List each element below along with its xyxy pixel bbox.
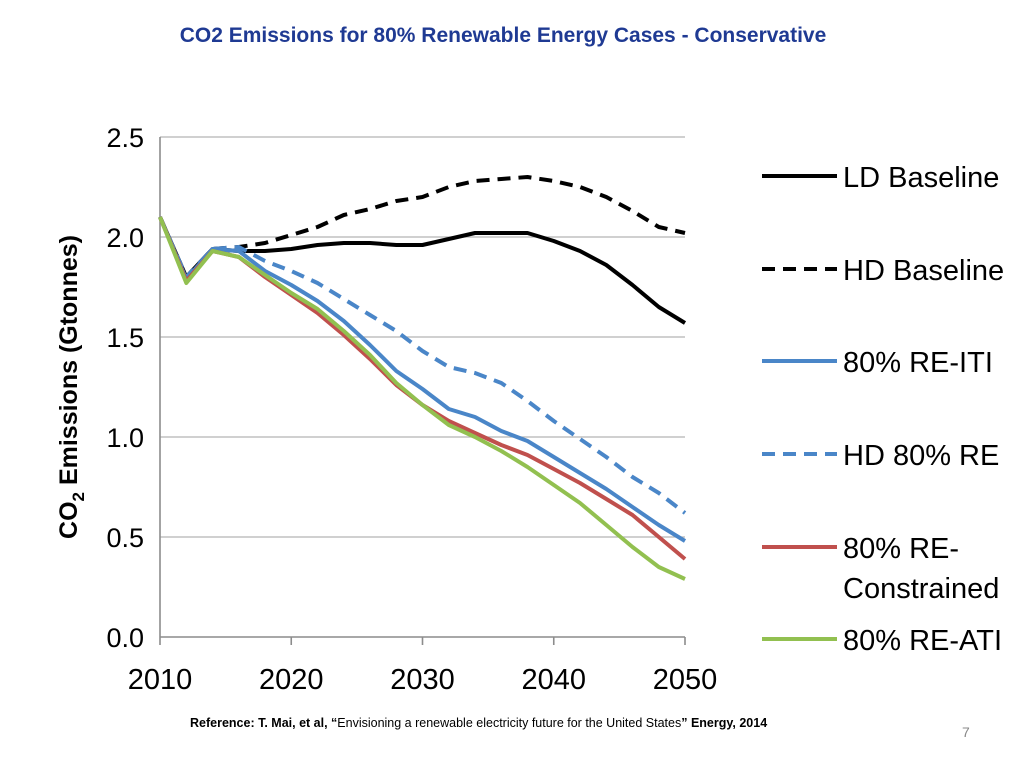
y-axis-title-subscript: 2 bbox=[69, 492, 88, 501]
legend-label: HD Baseline bbox=[843, 255, 1004, 287]
series-line-80-re-iti bbox=[158, 216, 687, 543]
legend-label: 80% RE-ATI bbox=[843, 625, 1002, 657]
y-axis-title-co: CO bbox=[55, 501, 83, 539]
y-tick-label: 0.5 bbox=[106, 523, 144, 553]
legend-label: 80% RE- bbox=[843, 533, 959, 565]
y-tick-label: 1.5 bbox=[106, 323, 144, 353]
legend-label: 80% RE-ITI bbox=[843, 347, 993, 379]
y-axis-title: CO2 Emissions (Gtonnes) bbox=[55, 235, 88, 539]
series-line-80-re-ati bbox=[158, 216, 686, 581]
legend-label: Constrained bbox=[843, 573, 999, 605]
x-tick-label: 2040 bbox=[521, 664, 586, 696]
y-tick-label: 2.0 bbox=[106, 223, 144, 253]
reference-title: Envisioning a renewable electricity futu… bbox=[337, 716, 682, 730]
page-number: 7 bbox=[962, 724, 970, 740]
y-tick-label: 0.0 bbox=[106, 623, 144, 653]
slide-title: CO2 Emissions for 80% Renewable Energy C… bbox=[179, 24, 827, 47]
y-axis-title-rest: Emissions (Gtonnes) bbox=[55, 235, 83, 492]
x-tick-label: 2050 bbox=[653, 664, 718, 696]
x-tick-label: 2020 bbox=[259, 664, 324, 696]
series-line-hd-80-re bbox=[158, 216, 687, 515]
reference-suffix: ” Energy, 2014 bbox=[681, 716, 768, 730]
legend-label: HD 80% RE bbox=[843, 440, 999, 472]
reference-citation: Reference: T. Mai, et al, “Envisioning a… bbox=[190, 716, 767, 730]
series-line-hd-baseline bbox=[158, 175, 686, 279]
y-tick-label: 2.5 bbox=[106, 123, 144, 153]
reference-prefix: Reference: T. Mai, et al, “ bbox=[190, 716, 338, 730]
x-tick-label: 2030 bbox=[390, 664, 455, 696]
emissions-line-chart: 0.0 0.5 1.0 1.5 2.0 2.5 2010 2020 2030 2040 2050 CO… bbox=[55, 123, 1004, 696]
legend-label: LD Baseline bbox=[843, 162, 999, 194]
y-tick-label: 1.0 bbox=[106, 423, 144, 453]
series-line-ld-baseline bbox=[158, 216, 687, 325]
x-tick-label: 2010 bbox=[128, 664, 193, 696]
